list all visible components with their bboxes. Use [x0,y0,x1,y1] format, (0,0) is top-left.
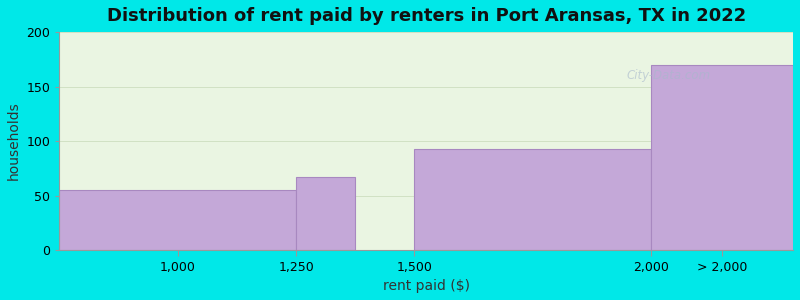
Bar [414,149,651,250]
Title: Distribution of rent paid by renters in Port Aransas, TX in 2022: Distribution of rent paid by renters in … [106,7,746,25]
Bar [651,65,793,250]
X-axis label: rent paid ($): rent paid ($) [382,279,470,293]
Text: City-Data.com: City-Data.com [626,69,710,82]
Y-axis label: households: households [7,102,21,180]
Bar [59,190,296,250]
Bar [296,177,355,250]
